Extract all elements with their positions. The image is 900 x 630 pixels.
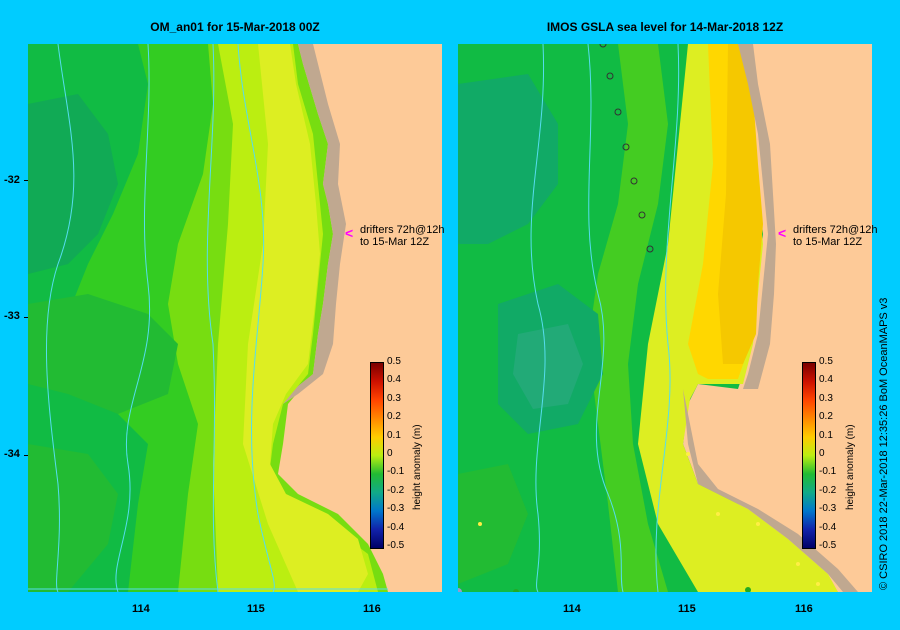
colorbar-tick-label: -0.1 (387, 466, 405, 478)
colorbar-tick-label: -0.4 (387, 521, 405, 533)
colorbar-tick-label: 0.5 (387, 356, 401, 367)
x-tick-right-3: 116 (795, 603, 813, 615)
drifter-note-line2: to 15-Mar 12Z (360, 236, 430, 248)
right-colorbar-title: height anomaly (m) (845, 424, 856, 510)
colorbar-tick-label: -0.5 (387, 540, 405, 551)
y-tick-left-2: -33 (4, 310, 20, 322)
right-map (458, 44, 872, 592)
right-panel-title: IMOS GSLA sea level for 14-Mar-2018 12Z (546, 20, 784, 34)
y-tick-left-3: -34 (4, 448, 20, 460)
x-tick-left-1: 114 (132, 603, 150, 615)
x-tick-right-1: 114 (563, 603, 581, 615)
drifter-note-line2: to 15-Mar 12Z (793, 236, 863, 248)
colorbar-tick-label: 0.2 (387, 411, 401, 423)
colorbar-tick-label: -0.2 (819, 484, 837, 496)
colorbar-tick-label: 0.1 (819, 429, 833, 441)
colorbar-tick-label: 0.1 (387, 429, 401, 441)
colorbar-tick-label: 0.2 (819, 411, 833, 423)
left-colorbar (370, 362, 384, 549)
magenta-arrow-icon: < (345, 225, 354, 241)
left-panel-title: OM_an01 for 15-Mar-2018 00Z (150, 20, 320, 34)
colorbar-tick-label: -0.1 (819, 466, 837, 478)
x-tick-left-3: 116 (363, 603, 381, 615)
colorbar-tick-label: 0.4 (387, 374, 401, 386)
colorbar-tick-label: 0.3 (819, 392, 833, 404)
colorbar-tick-label: -0.4 (819, 521, 837, 533)
x-tick-left-2: 115 (247, 603, 265, 615)
colorbar-tick-label: 0 (819, 448, 825, 459)
colorbar-tick-label: -0.3 (819, 503, 837, 515)
colorbar-tick-label: -0.5 (819, 540, 837, 551)
colorbar-tick-label: 0.5 (819, 356, 833, 367)
drifter-note-right: < drifters 72h@12h to 15-Mar 12Z (778, 224, 878, 248)
colorbar-tick-label: 0 (387, 448, 393, 459)
drifter-note-line1: drifters 72h@12h (360, 224, 445, 236)
colorbar-tick-label: -0.2 (387, 484, 405, 496)
drifter-note-line1: drifters 72h@12h (793, 224, 878, 236)
left-colorbar-title: height anomaly (m) (412, 424, 423, 510)
drifter-note-left: < drifters 72h@12h to 15-Mar 12Z (345, 224, 445, 248)
credit-text: © CSIRO 2018 22-Mar-2018 12:35:26 BoM Oc… (878, 297, 890, 590)
left-map (28, 44, 442, 592)
colorbar-tick-label: 0.4 (819, 374, 833, 386)
right-colorbar (802, 362, 816, 549)
y-tick-left-1: -32 (4, 174, 20, 186)
colorbar-tick-label: -0.3 (387, 503, 405, 515)
colorbar-tick-label: 0.3 (387, 392, 401, 404)
x-tick-right-2: 115 (678, 603, 696, 615)
magenta-arrow-icon: < (778, 225, 787, 241)
